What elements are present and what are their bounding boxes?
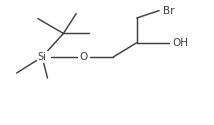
Text: OH: OH <box>172 38 189 48</box>
Text: Si: Si <box>38 52 47 62</box>
Text: Br: Br <box>163 6 174 16</box>
Text: O: O <box>79 52 88 62</box>
